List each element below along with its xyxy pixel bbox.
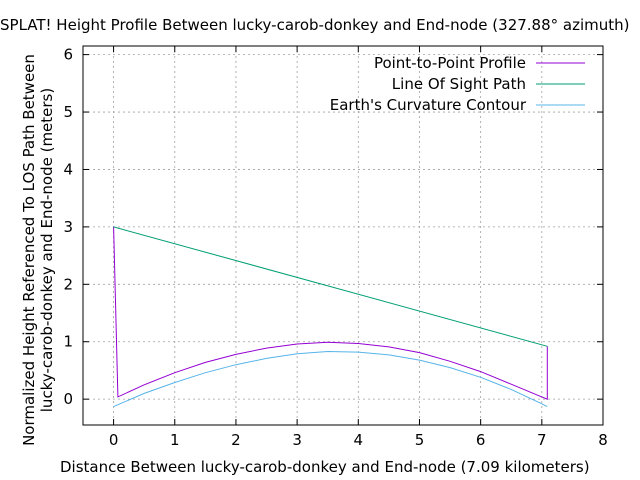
x-tick-label: 8: [598, 431, 608, 449]
y-tick-label: 0: [63, 390, 73, 408]
series-lines: [113, 226, 548, 408]
y-tick-label: 4: [63, 160, 73, 178]
y-tick-label: 1: [63, 333, 73, 351]
x-axis-label: Distance Between lucky-carob-donkey and …: [60, 458, 590, 476]
x-tick-label: 1: [170, 431, 180, 449]
x-tick-label: 2: [231, 431, 241, 449]
series-line-line-of-sight-path: [113, 226, 548, 347]
y-tick-label: 2: [63, 275, 73, 293]
x-tick-label: 6: [476, 431, 486, 449]
series-line-point-to-point-profile: [113, 226, 548, 400]
x-tick-label: 7: [537, 431, 547, 449]
legend: Point-to-Point Profile Line Of Sight Path…: [330, 54, 585, 114]
x-tick-label: 3: [292, 431, 302, 449]
y-tick-label: 6: [63, 46, 73, 64]
x-tick-label: 5: [415, 431, 425, 449]
plot-frame: [82, 45, 604, 426]
series-line-earth-s-curvature-contour: [113, 350, 548, 408]
legend-label-point-to-point-profile: Point-to-Point Profile: [374, 54, 526, 72]
legend-label-line-of-sight-path: Line Of Sight Path: [392, 75, 526, 93]
x-tick-label: 0: [109, 431, 119, 449]
y-tick-label: 3: [63, 218, 73, 236]
x-tick-label: 4: [354, 431, 364, 449]
chart-title: SPLAT! Height Profile Between lucky-caro…: [0, 16, 630, 34]
legend-label-earth-s-curvature-contour: Earth's Curvature Contour: [330, 96, 527, 114]
axis-ticks: 0 1 2 3 4 5 6 7 8 0 1 2 3 4 5 6: [63, 46, 607, 449]
y-tick-label: 5: [63, 103, 73, 121]
